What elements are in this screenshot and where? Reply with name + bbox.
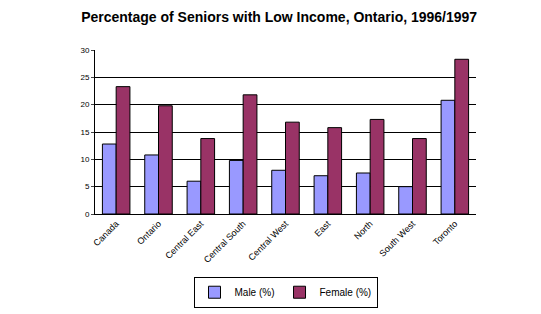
svg-text:Ontario: Ontario (135, 219, 163, 247)
svg-text:North: North (352, 219, 375, 242)
svg-text:Canada: Canada (91, 219, 120, 248)
svg-text:Central East: Central East (163, 218, 205, 260)
svg-text:East: East (313, 218, 333, 238)
svg-text:5: 5 (85, 182, 90, 191)
svg-text:Percentage of Seniors with Low: Percentage of Seniors with Low Income, O… (81, 9, 477, 25)
svg-text:25: 25 (80, 73, 89, 82)
svg-text:Central South: Central South (202, 219, 248, 265)
svg-text:10: 10 (80, 155, 89, 164)
svg-text:20: 20 (80, 100, 89, 109)
svg-text:0: 0 (85, 210, 90, 219)
svg-text:South West: South West (377, 218, 417, 258)
svg-text:Female (%): Female (%) (320, 287, 372, 298)
svg-text:Central West: Central West (246, 218, 290, 262)
svg-text:30: 30 (80, 46, 89, 55)
svg-text:15: 15 (80, 128, 89, 137)
svg-text:Male (%): Male (%) (235, 287, 275, 298)
svg-text:Toronto: Toronto (431, 219, 459, 247)
